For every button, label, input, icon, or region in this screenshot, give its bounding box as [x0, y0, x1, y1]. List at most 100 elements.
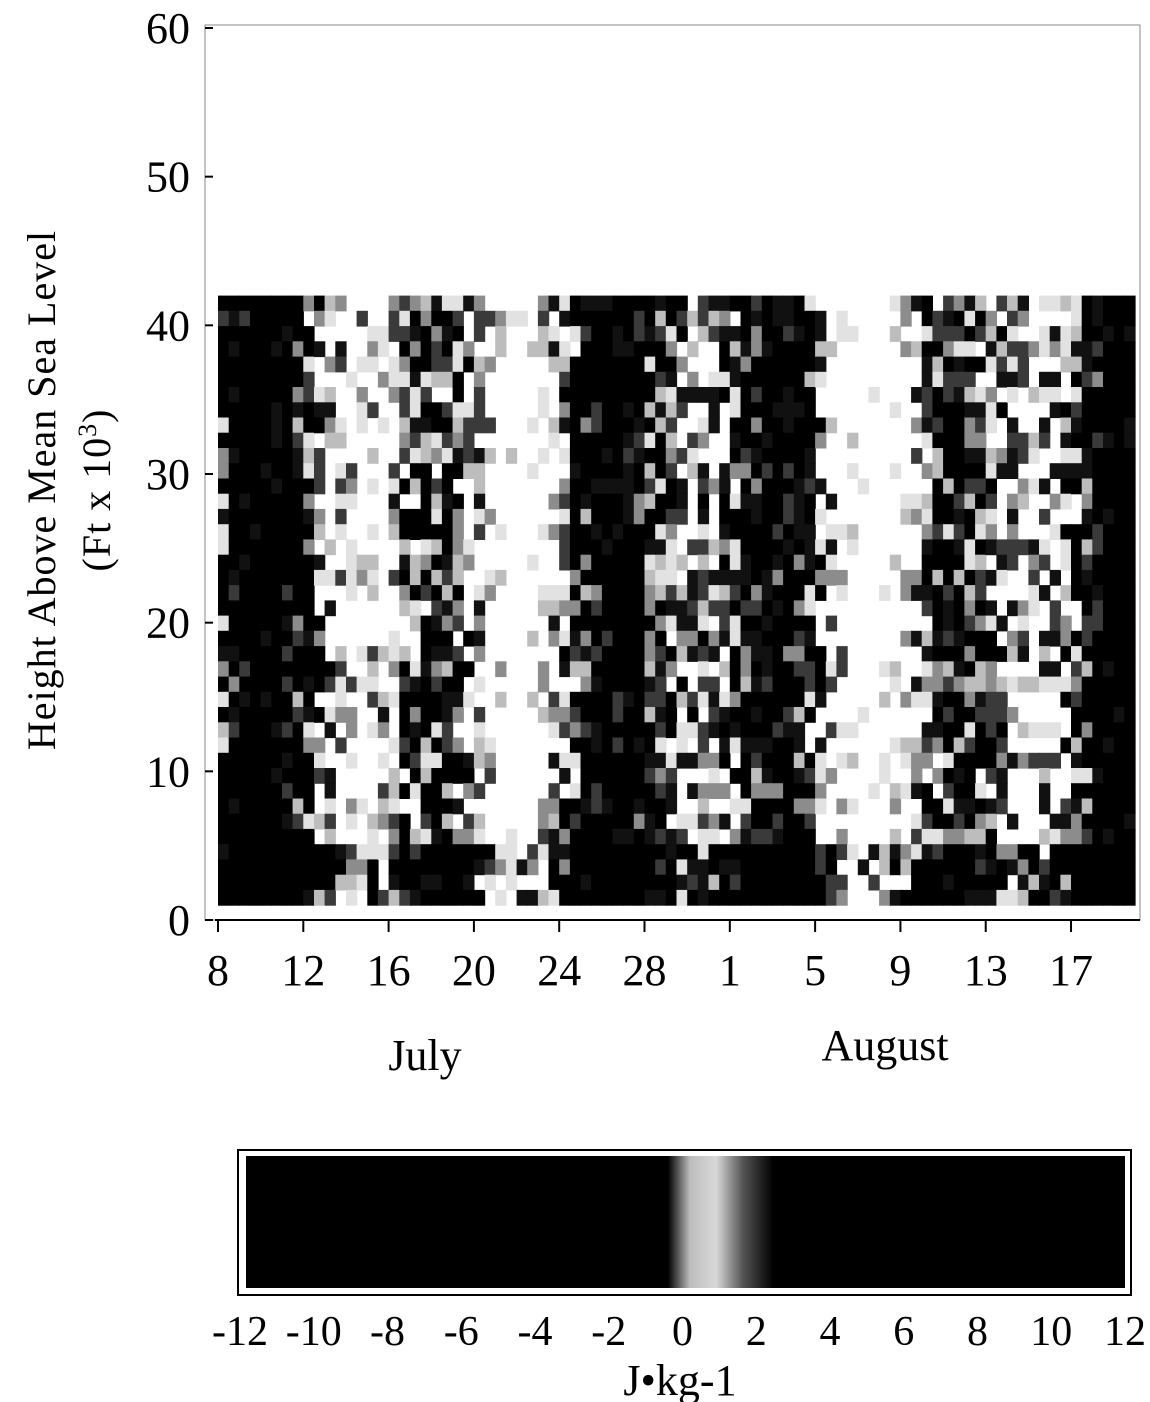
- heatmap-cell: [953, 676, 965, 693]
- x-tick-label: 13: [964, 946, 1008, 995]
- heatmap-cell: [537, 585, 550, 601]
- heatmap-cell: [1049, 844, 1061, 860]
- heatmap-cell: [282, 310, 294, 327]
- heatmap-cell: [452, 524, 464, 540]
- heatmap-cell: [260, 585, 272, 601]
- heatmap-cell: [420, 676, 432, 693]
- heatmap-cell: [452, 707, 464, 723]
- heatmap-cell: [847, 798, 859, 815]
- heatmap-cell: [569, 539, 582, 556]
- heatmap-cell: [537, 798, 550, 815]
- heatmap-cell: [644, 524, 656, 540]
- heatmap-cell: [665, 478, 678, 495]
- heatmap-cell: [1092, 478, 1104, 495]
- heatmap-cell: [783, 646, 795, 662]
- heatmap-cell: [889, 859, 902, 876]
- heatmap-cell: [644, 310, 656, 327]
- heatmap-cell: [452, 341, 464, 358]
- heatmap-cell: [218, 402, 230, 419]
- heatmap-cell: [495, 889, 507, 906]
- heatmap-cell: [431, 432, 443, 449]
- heatmap-cell: [441, 493, 454, 510]
- heatmap-cell: [793, 402, 806, 419]
- heatmap-cell: [1007, 600, 1019, 617]
- heatmap-cell: [868, 783, 880, 799]
- heatmap-cell: [303, 493, 315, 510]
- heatmap-cell: [921, 493, 933, 510]
- heatmap-cell: [964, 676, 976, 693]
- heatmap-cell: [911, 813, 923, 830]
- heatmap-cell: [1071, 524, 1083, 540]
- heatmap-cell: [409, 707, 422, 723]
- heatmap-cell: [975, 387, 987, 403]
- heatmap-cell: [569, 844, 582, 860]
- heatmap-cell: [793, 387, 806, 403]
- heatmap-cell: [548, 585, 560, 601]
- heatmap-cell: [697, 387, 710, 403]
- heatmap-cell: [388, 569, 400, 586]
- heatmap-cell: [985, 630, 997, 647]
- heatmap-cell: [580, 554, 592, 571]
- heatmap-cell: [953, 630, 965, 647]
- heatmap-cell: [1017, 889, 1029, 906]
- heatmap-cell: [303, 387, 315, 403]
- heatmap-cell: [793, 310, 806, 327]
- heatmap-cell: [441, 463, 454, 479]
- heatmap-cell: [260, 615, 272, 632]
- heatmap-cell: [644, 326, 656, 342]
- heatmap-cell: [282, 448, 294, 464]
- heatmap-cell: [623, 569, 635, 586]
- heatmap-cell: [1092, 768, 1104, 784]
- heatmap-cell: [591, 813, 603, 830]
- heatmap-cell: [228, 402, 240, 419]
- heatmap-cell: [740, 356, 752, 373]
- heatmap-cell: [1007, 889, 1019, 906]
- heatmap-cell: [612, 844, 624, 860]
- heatmap-cell: [324, 569, 336, 586]
- heatmap-cell: [271, 798, 283, 815]
- heatmap-cell: [1103, 417, 1115, 434]
- heatmap-cell: [1092, 524, 1104, 540]
- heatmap-cell: [655, 600, 667, 617]
- heatmap-cell: [250, 600, 262, 617]
- colorbar-tick-label: 4: [820, 1309, 841, 1355]
- heatmap-cell: [985, 341, 997, 358]
- heatmap-cell: [282, 798, 294, 815]
- heatmap-cell: [665, 646, 678, 662]
- heatmap-cell: [559, 371, 571, 388]
- heatmap-cell: [751, 493, 763, 510]
- heatmap-cell: [282, 356, 294, 373]
- heatmap-cell: [665, 463, 678, 479]
- heatmap-cell: [260, 478, 272, 495]
- heatmap-cell: [441, 539, 454, 556]
- heatmap-cell: [655, 737, 667, 754]
- heatmap-cell: [559, 585, 571, 601]
- heatmap-cell: [1092, 310, 1104, 327]
- heatmap-cell: [740, 889, 752, 906]
- heatmap-cell: [985, 600, 997, 617]
- heatmap-cell: [239, 539, 251, 556]
- heatmap-cell: [975, 448, 987, 464]
- heatmap-cell: [719, 615, 731, 632]
- heatmap-cell: [1017, 478, 1029, 495]
- heatmap-cell: [228, 341, 240, 358]
- colorbar-tick-label: -2: [591, 1309, 626, 1355]
- heatmap-cell: [399, 478, 411, 495]
- heatmap-cell: [943, 524, 955, 540]
- heatmap-cell: [537, 326, 550, 342]
- heatmap-cell: [996, 798, 1008, 815]
- heatmap-cell: [601, 783, 614, 799]
- heatmap-cell: [633, 371, 646, 388]
- heatmap-cell: [569, 402, 582, 419]
- heatmap-cell: [324, 859, 336, 876]
- heatmap-cell: [303, 859, 315, 876]
- heatmap-cell: [388, 493, 400, 510]
- heatmap-cell: [292, 661, 304, 678]
- heatmap-cell: [1113, 463, 1125, 479]
- heatmap-cell: [1039, 371, 1051, 388]
- heatmap-cell: [1028, 569, 1040, 586]
- heatmap-cell: [793, 524, 806, 540]
- heatmap-cell: [665, 508, 678, 525]
- heatmap-cell: [346, 752, 358, 769]
- heatmap-cell: [420, 463, 432, 479]
